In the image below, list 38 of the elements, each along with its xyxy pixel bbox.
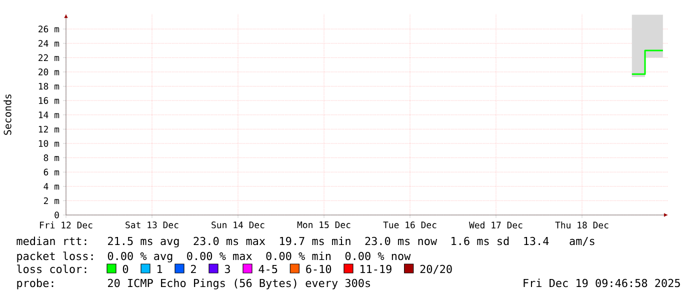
x-tick-label: Mon 15 Dec [297,222,350,228]
text: 20 ICMP Echo Pings (56 Bytes) every 300s [108,278,370,290]
y-tick-label: 0 [54,212,59,218]
text: median rtt: [16,236,86,246]
y-tick-label: 14 m [38,112,60,118]
text: 21.5 ms avg 23.0 ms max 19.7 ms min 23.0 ms now 1.6 ms sd 13.4 am/s [108,236,594,248]
x-tick-label: Tue 16 Dec [383,222,436,228]
legend-label: 1 [158,265,162,273]
legend-label: 0 [122,264,128,274]
y-tick-label: 26 m [38,26,60,32]
y-tick-label: 20 m [38,68,60,76]
y-tick-label: 8 m [44,154,60,162]
y-tick-label: 12 m [38,126,60,132]
y-tick-label: 16 m [38,97,60,104]
y-tick-label: 18 m [38,82,60,90]
y-tick-label: 10 m [38,140,60,147]
y-tick-label: 4 m [44,183,60,190]
y-tick-label: 6 m [44,168,60,176]
x-tick-label: Thu 18 Dec [555,222,608,228]
legend-label: 2 [191,264,196,273]
x-tick-label: Sat 13 Dec [126,222,178,228]
y-tick-label: 22 m [38,54,60,61]
legend-label: 6-10 [306,264,332,274]
legend-label: 3 [224,264,230,274]
y-tick-label: 2 m [44,197,60,204]
legend-label: 20/20 [420,264,452,274]
x-tick-label: Sun 14 Dec [212,222,264,228]
legend-label: 4-5 [258,265,278,274]
text: probe: [17,278,54,290]
y-axis-title: Seconds [4,94,12,135]
y-tick-label: 24 m [38,40,60,47]
x-tick-label: Fri 12 Dec [40,222,92,228]
x-tick-label: Wed 17 Dec [469,222,522,228]
text: Fri Dec 19 09:46:58 2025 [524,278,680,288]
text: 0.00 % avg 0.00 % max 0.00 % min 0.00 % now [108,252,411,262]
legend-title: loss color: [17,264,86,274]
text: packet loss: [17,252,93,262]
legend-label: 11-19 [360,264,392,274]
